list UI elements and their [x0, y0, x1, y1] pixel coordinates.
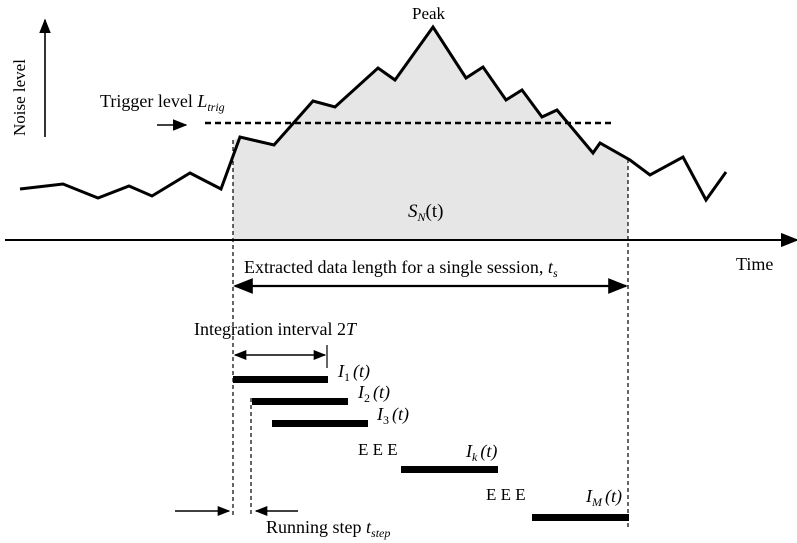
running-step-label: Running step tstep	[266, 517, 390, 540]
x-axis-label: Time	[736, 254, 773, 274]
shaded-area	[233, 27, 628, 240]
trigger-label: Trigger level Ltrig	[100, 91, 225, 114]
noise-curve	[19, 24, 728, 203]
interval-label-1: I1 (t)	[337, 361, 370, 384]
interval-label-m: IM (t)	[585, 486, 622, 509]
extract-length-label: Extracted data length for a single sessi…	[244, 257, 558, 280]
interval-label-2: I2 (t)	[357, 382, 390, 405]
y-axis-label: Noise level	[10, 59, 29, 136]
peak-label: Peak	[412, 4, 446, 23]
interval-bar-3	[272, 420, 368, 427]
interval-label-k: Ik (t)	[465, 441, 497, 464]
interval-bar-k	[401, 466, 498, 473]
integration-interval-label: Integration interval 2T	[194, 319, 358, 339]
area-label: SN(t)	[408, 201, 443, 224]
interval-label-3: I3 (t)	[376, 404, 409, 427]
interval-bar-1	[233, 376, 328, 383]
interval-bar-2	[252, 398, 348, 405]
interval-bar-m	[532, 514, 629, 521]
ellipsis-1: E E E	[358, 440, 398, 459]
ellipsis-2: E E E	[486, 485, 526, 504]
